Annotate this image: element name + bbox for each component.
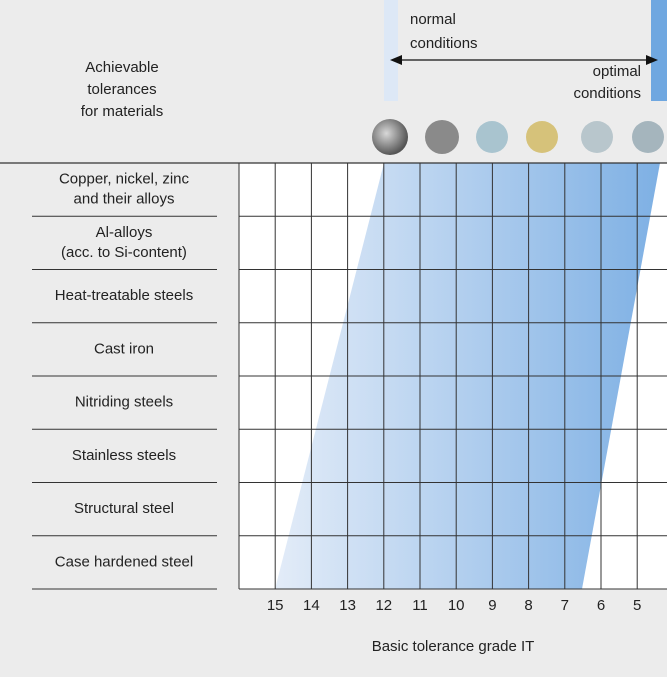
arrow-head (646, 55, 658, 65)
header-title: Achievable (85, 59, 158, 76)
row-label: and their alloys (74, 191, 175, 208)
tool-icon (372, 119, 408, 155)
tool-icon (476, 121, 508, 153)
tool-icon (632, 121, 664, 153)
row-label: Case hardened steel (55, 553, 193, 570)
content: Achievable tolerances for materials normal c… (0, 11, 667, 655)
column-label: 12 (375, 597, 392, 614)
arrow-head (390, 55, 402, 65)
optimal-label: optimal (593, 63, 641, 80)
tool-icons (372, 119, 664, 155)
column-label: 13 (339, 597, 356, 614)
column-label: 9 (488, 597, 496, 614)
column-label: 5 (633, 597, 641, 614)
row-label: Copper, nickel, zinc (59, 171, 190, 188)
tool-icon (425, 120, 459, 154)
tool-icon (581, 121, 613, 153)
normal-bar (384, 0, 398, 101)
column-label: 11 (412, 597, 428, 614)
row-label: Nitriding steels (75, 394, 173, 411)
column-label: 10 (448, 597, 465, 614)
row-label: (acc. to Si-content) (61, 244, 187, 261)
header-title: tolerances (87, 81, 156, 98)
tool-icon (526, 121, 558, 153)
row-label: Cast iron (94, 340, 154, 357)
optimal-label: conditions (573, 85, 641, 102)
axis-label: Basic tolerance grade IT (372, 638, 535, 655)
column-label: 6 (597, 597, 605, 614)
column-label: 15 (267, 597, 284, 614)
column-label: 8 (524, 597, 532, 614)
row-label: Stainless steels (72, 447, 176, 464)
normal-label: normal (410, 11, 456, 28)
row-label: Heat-treatable steels (55, 287, 193, 304)
row-label: Structural steel (74, 500, 174, 517)
header-title: for materials (81, 103, 164, 120)
normal-label: conditions (410, 35, 478, 52)
column-label: 7 (561, 597, 569, 614)
optimal-bar (651, 0, 667, 101)
row-label: Al-alloys (96, 224, 153, 241)
column-label: 14 (303, 597, 320, 614)
